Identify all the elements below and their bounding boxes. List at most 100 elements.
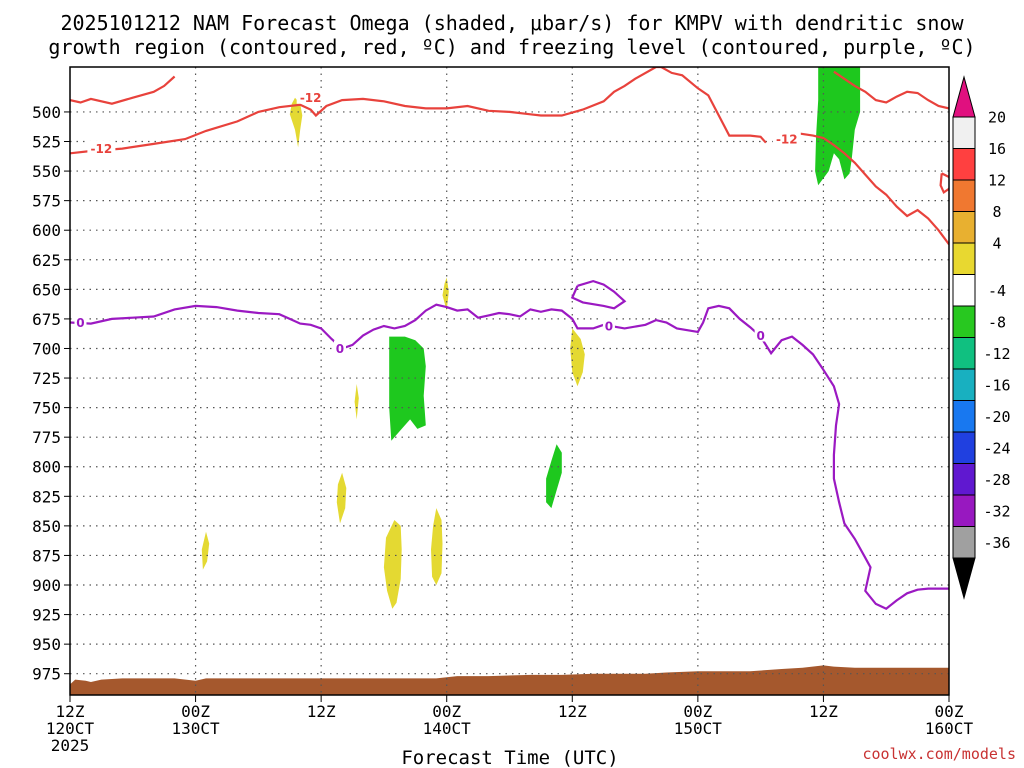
colorbar-label: -8 [988, 313, 1006, 331]
freezing-label: 0 [333, 340, 346, 356]
x-tick-label: 12Z [307, 702, 336, 721]
colorbar-swatch [952, 116, 976, 149]
plot-frame [69, 66, 950, 696]
contour-label-text: 0 [76, 316, 84, 330]
colorbar-swatch [952, 526, 976, 559]
x-tick-label: 00Z [432, 702, 461, 721]
x-axis-label: Forecast Time (UTC) [401, 747, 618, 768]
x-tick-label: 140CT [423, 719, 472, 738]
omega-shade-yellow [336, 472, 347, 524]
colorbar-label: 12 [988, 172, 1006, 190]
freezing-label: 0 [602, 318, 615, 334]
x-tick-label: 12Z [56, 702, 85, 721]
contour-label-bg [754, 327, 767, 342]
colorbar-swatch [952, 431, 976, 464]
dgz-label: -12 [296, 89, 325, 105]
contour-layer: -12 -12 -12 0 0 0 0 [70, 67, 949, 610]
dgz-contour-line [70, 75, 176, 105]
colorbar-label: -4 [988, 282, 1006, 300]
contour-label-bg [602, 318, 615, 333]
x-tick-label: 2025 [51, 736, 90, 755]
colorbar-swatch [952, 148, 976, 181]
y-tick-label: 775 [32, 428, 61, 447]
freezing-level-line [70, 303, 949, 610]
x-tick-label: 130CT [171, 719, 220, 738]
x-tick-label: 00Z [181, 702, 210, 721]
x-tick-label: 00Z [935, 702, 964, 721]
plot-area [70, 67, 949, 695]
colorbar-bottom-arrow [952, 557, 976, 600]
y-tick-label: 875 [32, 546, 61, 565]
contour-label-bg [333, 340, 346, 355]
colorbar-swatch [952, 211, 976, 244]
contour-label-text: -12 [776, 133, 798, 147]
dgz-label: -12 [772, 131, 801, 147]
dgz-contour-line [797, 132, 949, 246]
dgz-contour-loop [939, 172, 949, 195]
colorbar: 20 16 12 8 4 -4 -8 -12 -16 -20 -24 -28 -32 -36 [952, 75, 1011, 600]
colorbar-top-arrow [952, 75, 976, 118]
x-tick-label: 150CT [674, 719, 723, 738]
colorbar-label: -20 [983, 408, 1010, 426]
colorbar-label: -16 [983, 376, 1010, 394]
omega-shade-green [389, 336, 426, 441]
grid-lines [70, 67, 949, 695]
omega-shade-yellow [289, 97, 303, 148]
colorbar-label: -36 [983, 534, 1010, 552]
x-tick-label: 00Z [683, 702, 712, 721]
colorbar-label: 8 [992, 203, 1001, 221]
omega-shade-yellow [201, 531, 210, 570]
contour-label-text: 0 [605, 320, 613, 334]
colorbar-swatch [952, 242, 976, 275]
freezing-label: 0 [754, 327, 767, 343]
contour-label-text: -12 [300, 91, 322, 105]
dgz-contour-line [660, 67, 767, 144]
y-tick-label: 950 [32, 635, 61, 654]
colorbar-swatch [952, 368, 976, 401]
omega-shade-yellow [431, 508, 443, 585]
freezing-label: 0 [74, 314, 87, 330]
colorbar-swatch [952, 337, 976, 370]
chart-title-line-1: 2025101212 NAM Forecast Omega (shaded, μ… [60, 11, 964, 35]
freezing-level-loop [570, 279, 627, 310]
y-tick-label: 625 [32, 251, 61, 270]
x-tick-label: 160CT [925, 719, 974, 738]
colorbar-label: 16 [988, 140, 1006, 158]
colorbar-label: -28 [983, 471, 1010, 489]
colorbar-swatch [952, 305, 976, 338]
contour-label-text: -12 [91, 142, 113, 156]
contour-label-bg [296, 89, 325, 104]
credit-text: coolwx.com/models [862, 745, 1016, 763]
contour-label-text: 0 [756, 329, 764, 343]
colorbar-label: -24 [983, 439, 1010, 457]
y-tick-label: 825 [32, 487, 61, 506]
y-tick-label: 800 [32, 458, 61, 477]
colorbar-swatch [952, 274, 976, 307]
y-tick-label: 850 [32, 517, 61, 536]
colorbar-swatch [952, 400, 976, 433]
y-tick-label: 500 [32, 103, 61, 122]
contour-label-text: 0 [336, 342, 344, 356]
y-tick-label: 750 [32, 399, 61, 418]
omega-shade-green [815, 67, 861, 186]
omega-shade-yellow [383, 520, 402, 609]
y-tick-label: 550 [32, 162, 61, 181]
colorbar-label: 20 [988, 109, 1006, 127]
axis-labels: 500 525 550 575 600 625 650 675 700 725 750 775 800 8… [32, 103, 973, 755]
dgz-label: -12 [87, 140, 116, 156]
y-tick-label: 900 [32, 576, 61, 595]
contour-label-bg [74, 314, 87, 329]
x-tick-label: 12Z [809, 702, 838, 721]
x-tick-label: 12Z [558, 702, 587, 721]
y-tick-label: 925 [32, 606, 61, 625]
dgz-contour-line [70, 67, 662, 155]
omega-shade-yellow [570, 328, 585, 387]
colorbar-label: -12 [983, 345, 1010, 363]
y-tick-label: 975 [32, 665, 61, 684]
y-tick-label: 525 [32, 133, 61, 152]
y-tick-label: 675 [32, 310, 61, 329]
colorbar-swatch [952, 494, 976, 527]
x-tick-label: 120CT [46, 719, 95, 738]
y-tick-label: 600 [32, 221, 61, 240]
